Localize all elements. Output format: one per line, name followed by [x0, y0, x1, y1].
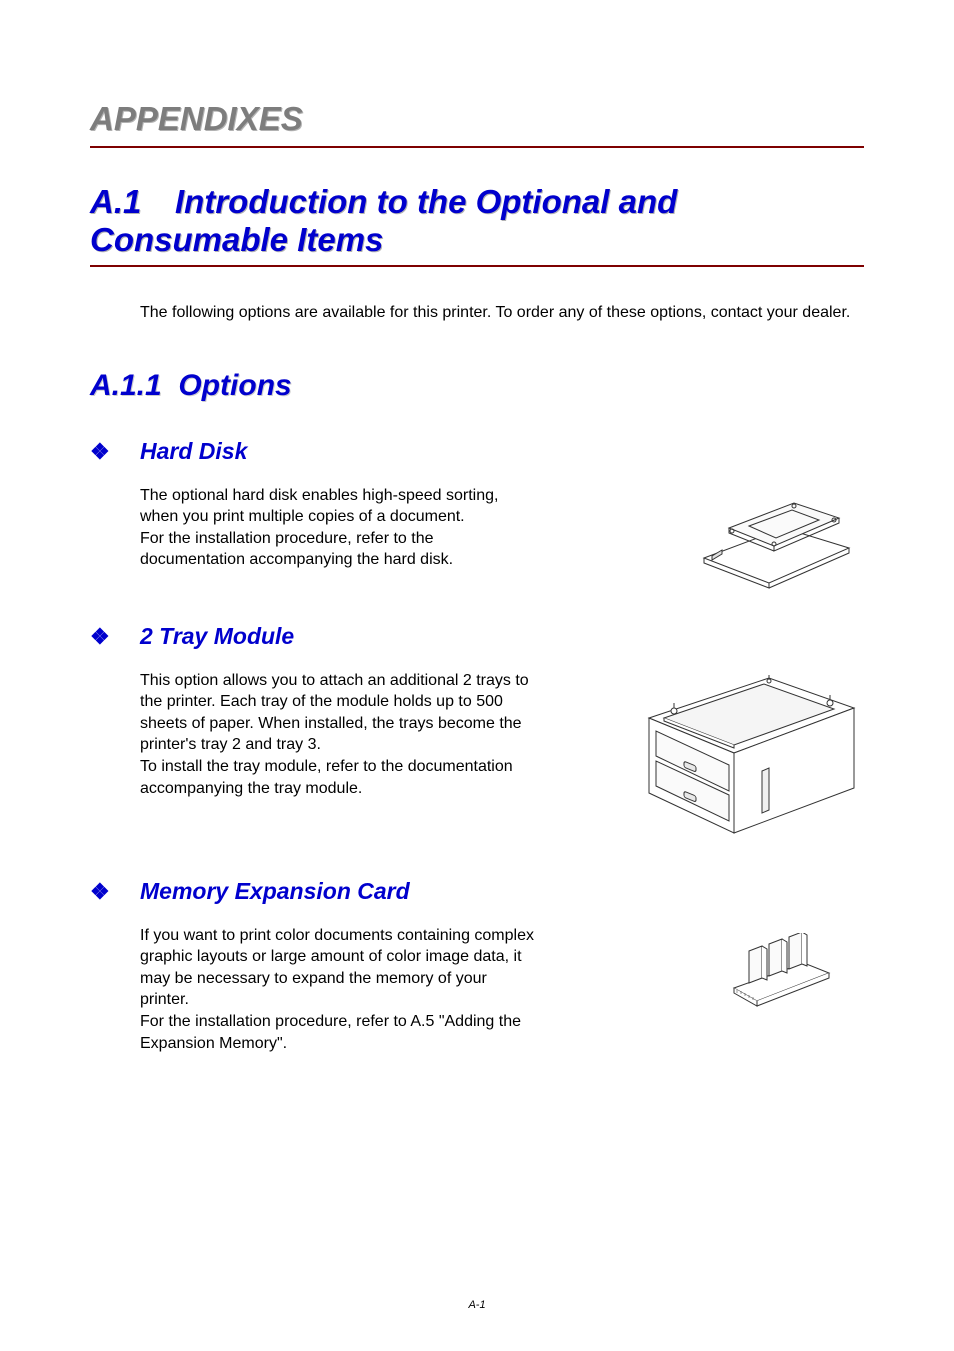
option-memory-card: ❖Memory Expansion Card If you want to pr… [90, 878, 864, 1055]
subsection-heading: A.1.1 Options [90, 369, 864, 403]
subsection-number: A.1.1 [90, 369, 162, 402]
intro-paragraph: The following options are available for … [140, 302, 864, 324]
option-hard-disk: ❖Hard Disk The optional hard disk enable… [90, 438, 864, 578]
option-title-tray-module: 2 Tray Module [140, 623, 294, 649]
option-heading-hard-disk: ❖Hard Disk [90, 438, 864, 465]
option-text-hard-disk: The optional hard disk enables high-spee… [140, 485, 535, 571]
option-tray-module: ❖2 Tray Module This option allows you to… [90, 623, 864, 833]
subsection-title: Options [178, 369, 291, 402]
page-number: A-1 [468, 1299, 485, 1311]
diamond-bullet-icon: ❖ [90, 624, 140, 650]
hard-disk-illustration [684, 478, 864, 598]
option-title-hard-disk: Hard Disk [140, 438, 247, 464]
option-text-tray-module: This option allows you to attach an addi… [140, 670, 535, 800]
appendix-main-heading: APPENDIXES [90, 100, 864, 148]
option-heading-tray-module: ❖2 Tray Module [90, 623, 864, 650]
option-heading-memory-card: ❖Memory Expansion Card [90, 878, 864, 905]
section-heading: A.1Introduction to the Optional and Cons… [90, 183, 864, 267]
option-text-memory-card: If you want to print color documents con… [140, 925, 535, 1055]
tray-module-illustration [634, 663, 864, 853]
memory-card-illustration [729, 933, 834, 1016]
section-title: Introduction to the Optional and Consuma… [90, 183, 677, 258]
section-number: A.1 [90, 183, 175, 221]
diamond-bullet-icon: ❖ [90, 439, 140, 465]
diamond-bullet-icon: ❖ [90, 879, 140, 905]
option-title-memory-card: Memory Expansion Card [140, 878, 410, 904]
